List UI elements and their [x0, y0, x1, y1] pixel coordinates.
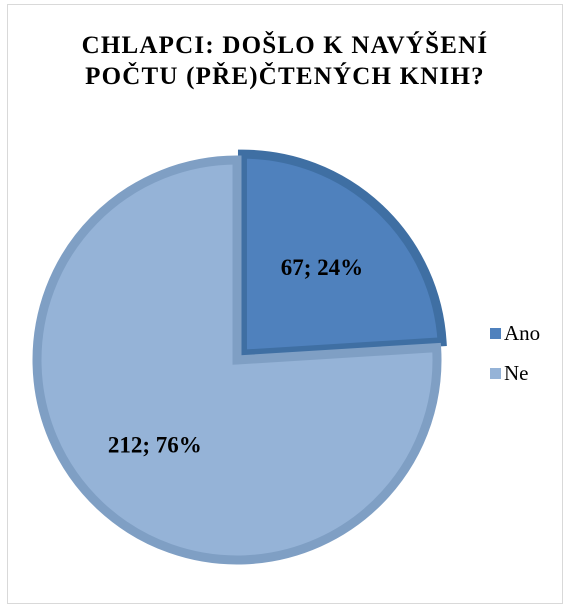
- legend-swatch-ne: [490, 367, 501, 379]
- chart-title: CHLAPCI: DOŠLO K NAVÝŠENÍ POČTU (PŘE)ČTE…: [0, 30, 570, 92]
- chart-title-line-1: CHLAPCI: DOŠLO K NAVÝŠENÍ: [81, 32, 489, 59]
- legend-item-ne: Ne: [490, 360, 540, 385]
- pie-slices: [32, 149, 447, 565]
- data-labels: 67; 24% 212; 76%: [108, 255, 363, 458]
- legend-swatch-ano: [490, 327, 501, 339]
- legend-label-ano: Ano: [504, 320, 541, 345]
- legend: Ano Ne: [490, 320, 541, 402]
- data-label-ano: 67; 24%: [281, 255, 363, 280]
- data-label-ne: 212; 76%: [108, 433, 202, 458]
- legend-label-ne: Ne: [504, 360, 529, 385]
- legend-item-ano: Ano: [490, 320, 541, 345]
- pie-slice-ano: [237, 149, 447, 359]
- pie-slice-ne: [32, 155, 442, 565]
- chart-title-line-2: POČTU (PŘE)ČTENÝCH KNIH?: [85, 63, 485, 90]
